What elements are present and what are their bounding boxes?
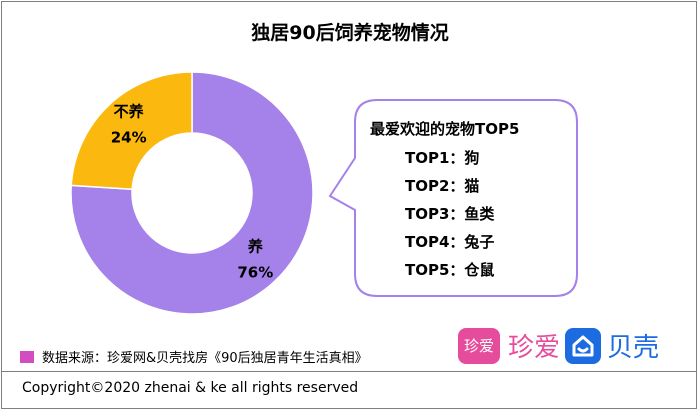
- donut-label-2: 不养: [114, 103, 145, 121]
- top5-item-1: TOP1：狗: [405, 149, 480, 167]
- beike-logo: 贝壳: [565, 327, 659, 364]
- top5-list: TOP1：狗 TOP2：猫 TOP3：鱼类 TOP4：兔子 TOP5：仓鼠: [405, 147, 494, 287]
- donut-value-2: 24%: [111, 129, 147, 147]
- callout-title: 最爱欢迎的宠物TOP5: [370, 120, 520, 138]
- footer-divider: [2, 371, 696, 372]
- top5-item-5: TOP5：仓鼠: [405, 261, 495, 279]
- beike-logo-text: 贝壳: [607, 333, 660, 363]
- donut-value-1: 76%: [237, 263, 273, 281]
- donut-label-1: 养: [247, 237, 264, 255]
- house-icon: [565, 327, 601, 364]
- callout-bubble: [328, 99, 578, 297]
- zhenai-logo: 珍爱 珍爱: [458, 327, 560, 364]
- source-text: 数据来源：珍爱网&贝壳找房《90后独居青年生活真相》: [42, 351, 368, 366]
- top5-item-2: TOP2：猫: [405, 177, 480, 195]
- top5-item-3: TOP3：鱼类: [405, 205, 495, 223]
- donut-slice-2: [70, 71, 193, 191]
- top5-item-4: TOP4：兔子: [405, 233, 495, 251]
- zhenai-logo-text: 珍爱: [508, 333, 561, 363]
- copyright-text: Copyright©2020 zhenai & ke all rights re…: [22, 380, 359, 396]
- data-source: 数据来源：珍爱网&贝壳找房《90后独居青年生活真相》: [20, 347, 368, 366]
- zhenai-logo-mark: 珍爱: [458, 327, 500, 364]
- chart-title: 独居90后饲养宠物情况: [251, 22, 449, 44]
- donut-slice-1: [70, 71, 314, 315]
- source-swatch: [20, 350, 34, 363]
